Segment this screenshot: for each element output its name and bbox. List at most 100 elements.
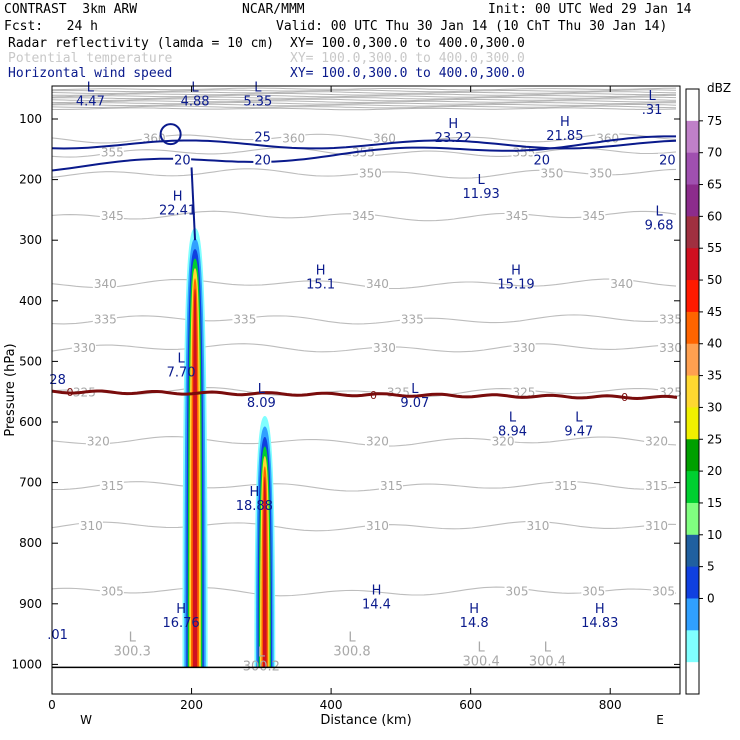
x-tick-label: 0 xyxy=(48,698,56,712)
theta-label-330: 330 xyxy=(73,341,96,355)
colorbar-swatch xyxy=(686,280,699,313)
extremum-L-marker: L xyxy=(509,410,517,425)
init-time: Init: 00 UTC Wed 29 Jan 14 xyxy=(488,2,692,17)
colorbar-tick-label: 55 xyxy=(707,241,722,255)
valid-time: Valid: 00 UTC Thu 30 Jan 14 (10 ChT Thu … xyxy=(276,19,668,34)
extremum-value: 4.88 xyxy=(181,95,210,110)
colorbar-swatch xyxy=(686,566,699,599)
extremum-L-marker: L xyxy=(258,382,266,397)
reflectivity-cell-1-band-6 xyxy=(262,476,267,668)
colorbar-swatch xyxy=(686,89,699,122)
colorbar-tick-label: 30 xyxy=(707,400,722,414)
theta-label-bg xyxy=(232,312,257,326)
theta-label-345: 345 xyxy=(506,209,529,223)
theta-label-bg xyxy=(511,385,536,399)
wind-label-20: 20 xyxy=(254,153,271,168)
theta-band-line xyxy=(51,93,677,96)
theta-label-310: 310 xyxy=(645,519,668,533)
extremum-value: 28 xyxy=(49,373,66,388)
extremum-H-marker: H xyxy=(173,190,183,205)
forecast-hour: Fcst: 24 h xyxy=(4,19,98,34)
extremum-L-marker: L xyxy=(254,81,262,96)
theta-label-bg xyxy=(511,145,536,159)
extremum-H-marker: H xyxy=(469,602,479,617)
colorbar-swatch xyxy=(686,343,699,377)
wind-label-20: 20 xyxy=(533,153,550,168)
theta-label-360: 360 xyxy=(282,131,305,145)
y-tick-label: 600 xyxy=(19,415,42,429)
theta-label-bg xyxy=(539,166,564,180)
theta-label-320: 320 xyxy=(87,434,110,448)
extremum-value: 7.70 xyxy=(167,366,196,381)
y-tick-label: 200 xyxy=(19,173,42,187)
colorbar-swatch xyxy=(686,120,699,154)
plot-frame xyxy=(51,85,681,695)
theta-label-335: 335 xyxy=(659,313,682,327)
theta-label-315: 315 xyxy=(554,479,577,493)
theta-label-bg xyxy=(92,312,117,326)
theta-contour-310 xyxy=(51,520,677,532)
theta-label-340: 340 xyxy=(94,277,117,291)
colorbar-swatch xyxy=(686,311,699,345)
theta-label-360: 360 xyxy=(596,131,619,145)
extremum-value: 4.47 xyxy=(76,95,105,110)
theta-label-350: 350 xyxy=(359,167,382,181)
reflectivity-cells xyxy=(182,228,276,668)
colorbar-tick-label: 70 xyxy=(707,146,722,160)
extremum-value: 18.88 xyxy=(236,499,273,514)
theta-label-335: 335 xyxy=(401,313,424,327)
theta-band-line xyxy=(51,100,677,104)
x-tick-label: 200 xyxy=(180,698,203,712)
extremum-L-marker: L xyxy=(87,81,95,96)
colorbar-swatch xyxy=(686,598,699,631)
extremum-value: 300.4 xyxy=(463,655,500,670)
extremum-value: 8.09 xyxy=(247,396,276,411)
wind-contour-25 xyxy=(51,139,677,150)
extremum-value: 14.4 xyxy=(362,598,391,613)
theta-label-335: 335 xyxy=(94,313,117,327)
theta-label-bg xyxy=(358,166,383,180)
theta-band-line xyxy=(51,96,677,100)
colorbar-swatch xyxy=(686,439,699,472)
extremum-L-marker: L xyxy=(575,410,583,425)
extremum-value: 11.93 xyxy=(463,187,500,202)
theta-label-bg xyxy=(490,434,515,448)
theta-contour-305 xyxy=(51,586,677,597)
theta-contour-315 xyxy=(52,480,677,492)
theta-label-bg xyxy=(651,584,676,598)
extremum-value: 9.47 xyxy=(564,424,593,439)
y-tick-label: 100 xyxy=(19,112,42,126)
extremum-value: 14.8 xyxy=(460,616,489,631)
theta-label-bg xyxy=(504,584,529,598)
extremum-H-marker: H xyxy=(316,264,326,279)
extremum-value: 8.94 xyxy=(498,424,527,439)
theta-label-310: 310 xyxy=(366,519,389,533)
theta-label-bg xyxy=(378,479,403,493)
x-end-label-east: E xyxy=(656,713,664,727)
extremum-H-marker: H xyxy=(595,602,605,617)
theta-contour-320 xyxy=(51,436,677,447)
colorbar-tick-label: 75 xyxy=(707,114,722,128)
theta-label-355: 355 xyxy=(513,145,536,159)
theta-label-bg xyxy=(85,434,110,448)
theta-label-bg xyxy=(525,519,550,533)
x-axis-label: Distance (km) xyxy=(320,713,411,728)
y-tick-label: 800 xyxy=(19,536,42,550)
wind-label-20: 20 xyxy=(174,153,191,168)
extremum-value: 15.19 xyxy=(497,278,534,293)
zero-label: 0 xyxy=(370,389,377,402)
theta-contour-335 xyxy=(51,314,677,325)
theta-label-320: 320 xyxy=(366,434,389,448)
theta-label-bg xyxy=(399,312,424,326)
theta-label-bg xyxy=(351,208,376,222)
theta-label-bg xyxy=(99,584,124,598)
colorbar-tick-label: 10 xyxy=(707,528,722,542)
colorbar-tick-label: 20 xyxy=(707,464,722,478)
zero-line: 0 0 0 xyxy=(51,386,678,404)
theta-label-bg xyxy=(365,519,389,533)
theta-label-330: 330 xyxy=(513,341,536,355)
theta-label-bg xyxy=(281,131,306,145)
field-wind-xy: XY= 100.0,300.0 to 400.0,300.0 xyxy=(290,66,525,81)
